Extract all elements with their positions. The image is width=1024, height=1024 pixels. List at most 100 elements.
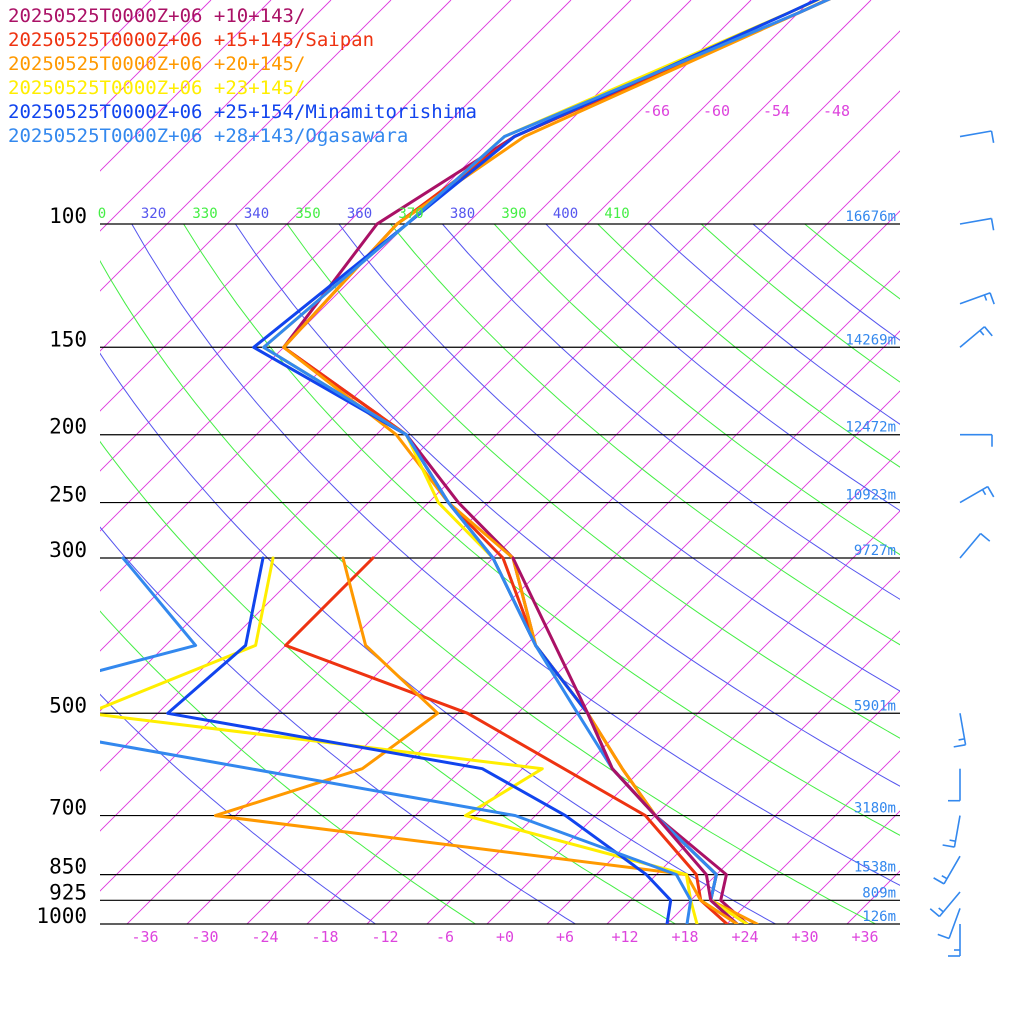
isotherm-line [306,330,900,924]
theta-line [804,224,900,300]
temperature-tick-label: -6 [436,928,454,946]
theta-label: 330 [192,206,217,222]
pressure-label: 100 [49,204,87,228]
isotherm-grid [100,0,1024,924]
temperature-tick-label: +24 [731,928,758,946]
wind-barb [953,713,967,748]
temperature-tick-label: -12 [371,928,398,946]
isotherm-line [100,0,632,532]
theta-line [442,224,900,600]
theta-line [100,352,777,924]
pressure-label: 1000 [36,904,87,928]
height-label: 10923m [845,488,896,504]
theta-line [234,224,900,787]
theta-line [700,224,900,383]
pressure-label: 700 [49,796,87,820]
height-label: 5901m [854,698,896,714]
theta-line [649,224,900,425]
isotherm-line [100,0,692,592]
wind-barb [959,532,991,559]
isotherm-label: -60 [703,102,730,120]
isotherm-line [100,0,872,772]
isotherm-line [100,0,392,292]
wind-barb [959,292,995,305]
legend-entry: 20250525T0000Z+06 +28+143/Ogasawara [8,125,408,147]
theta-label: 350 [295,206,320,222]
isotherm-line [967,0,1024,924]
isotherm-line [186,210,900,924]
theta-label: 370 [398,206,423,222]
theta-label: 0 [98,206,106,222]
theta-line [286,224,900,739]
pressure-label: 300 [49,538,87,562]
theta-line [131,224,900,886]
sounding-profiles [100,0,831,924]
dewpoint-profile-6 [511,556,739,924]
height-label: 809m [862,885,896,901]
temperature-profile-5 [262,0,831,924]
isotherm-line [100,0,272,172]
theta-line [390,224,900,646]
isotherm-line [100,0,572,472]
pressure-label: 925 [49,880,87,904]
isotherm-line [426,450,900,924]
wind-barb [959,130,995,143]
height-label: 9727m [854,543,896,559]
theta-label: 400 [553,206,578,222]
theta-label: 340 [244,206,269,222]
wind-barb [942,815,961,848]
dewpoint-profile-10 [166,556,673,924]
wind-barb [959,217,995,231]
pressure-label: 250 [49,483,87,507]
legend-entry: 20250525T0000Z+06 +20+145/ [8,53,305,75]
pressure-label: 150 [49,327,87,351]
isotherm-label: -66 [643,102,670,120]
isotherm-line [606,630,900,924]
wind-barb [959,485,995,504]
isotherm-line [100,0,332,232]
isotherm-line [100,0,512,412]
isotherm-line [546,570,900,924]
wind-barbs [929,130,995,957]
isotherm-line [666,690,900,924]
height-label: 16676m [845,209,896,225]
theta-line [183,224,900,836]
theta-line [338,224,900,692]
isotherm-line [486,510,900,924]
theta-label: 390 [501,206,526,222]
legend-entry: 20250525T0000Z+06 +15+145/Saipan [8,29,374,51]
height-label: 3180m [854,801,896,817]
isotherm-line [366,390,900,924]
legend-entry: 20250525T0000Z+06 +23+145/ [8,77,305,99]
isotherm-line [246,270,900,924]
pressure-label: 500 [49,693,87,717]
theta-line [100,526,577,924]
dewpoint-profile-8 [213,556,739,924]
isotherm-line [126,150,900,924]
isotherm-line [786,810,900,924]
temperature-tick-label: +30 [791,928,818,946]
theta-label: 360 [347,206,372,222]
wind-barb [948,924,961,957]
wind-barb [959,326,993,348]
wind-barb [933,855,961,885]
temperature-tick-label: +18 [671,928,698,946]
wind-barb [929,891,961,918]
potential-temperature-lines [100,224,900,924]
theta-label: 380 [450,206,475,222]
theta-line [100,260,877,924]
temperature-tick-label: +0 [496,928,514,946]
temperature-tick-label: -30 [191,928,218,946]
pressure-label: 850 [49,855,87,879]
isobar-lines [100,223,900,925]
height-label: 14269m [845,332,896,348]
isotherm-line [907,0,1024,924]
wind-barb [960,433,993,447]
isotherm-line [100,0,812,712]
theta-line [597,224,900,468]
temperature-tick-label: +36 [851,928,878,946]
legend: 20250525T0000Z+06 +10+143/20250525T0000Z… [8,5,477,147]
temperature-tick-label: +12 [611,928,638,946]
